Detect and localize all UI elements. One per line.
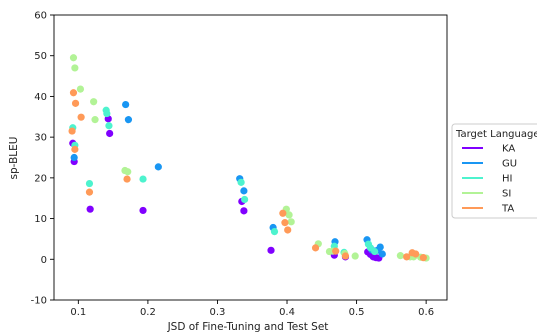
- point-ta-3: [77, 113, 85, 121]
- x-tick-label: 0.6: [418, 307, 434, 318]
- point-gu-11: [376, 243, 384, 251]
- point-ta-0: [68, 127, 76, 135]
- y-tick-label: 20: [34, 173, 47, 184]
- point-ka-2: [86, 205, 94, 213]
- legend-label-ta: TA: [501, 204, 514, 215]
- point-si-2: [76, 85, 85, 93]
- point-hi-6: [139, 175, 147, 183]
- x-tick-label: 0.2: [140, 307, 156, 318]
- point-si-6: [124, 168, 132, 176]
- y-tick-label: 40: [34, 92, 47, 103]
- point-si-4: [91, 116, 99, 124]
- point-si-0: [69, 54, 78, 62]
- point-ta-8: [281, 219, 289, 227]
- y-axis-label: sp-BLEU: [8, 137, 20, 180]
- point-si-1: [71, 64, 79, 72]
- x-tick-label: 0.3: [210, 307, 226, 318]
- point-hi-8: [240, 195, 249, 204]
- point-si-3: [90, 98, 98, 106]
- x-tick-label: 0.5: [349, 307, 365, 318]
- plot-area: [68, 54, 430, 262]
- point-si-8: [285, 211, 293, 219]
- point-ta-15: [412, 250, 420, 258]
- point-gu-3: [154, 163, 162, 171]
- y-tick-label: 0: [41, 255, 47, 266]
- point-ka-7: [240, 207, 248, 215]
- point-ka-4: [106, 129, 114, 138]
- legend-label-gu: GU: [502, 159, 517, 170]
- point-hi-14: [371, 247, 379, 256]
- point-ta-9: [284, 226, 292, 234]
- point-ta-7: [279, 209, 287, 217]
- point-gu-5: [240, 187, 248, 195]
- legend-label-hi: HI: [502, 174, 512, 185]
- legend-label-ka: KA: [502, 144, 515, 155]
- y-tick-label: -10: [31, 296, 47, 307]
- point-gu-0: [70, 153, 78, 162]
- point-ta-12: [341, 252, 350, 260]
- y-tick-label: 60: [34, 11, 47, 22]
- y-tick-label: 50: [34, 51, 47, 62]
- legend: Target Language KA GU HI SI TA: [451, 123, 537, 219]
- point-hi-4: [105, 122, 113, 130]
- point-si-15: [396, 252, 404, 260]
- point-ka-5: [139, 206, 147, 215]
- point-ta-5: [85, 188, 94, 196]
- point-si-14: [351, 252, 359, 260]
- point-hi-2: [85, 179, 94, 188]
- plot-frame: [53, 14, 448, 301]
- x-tick-label: 0.4: [279, 307, 295, 318]
- point-ta-16: [419, 254, 427, 262]
- point-hi-7: [237, 178, 245, 186]
- point-gu-12: [378, 250, 386, 258]
- point-gu-2: [124, 116, 133, 124]
- point-ta-1: [69, 89, 78, 97]
- point-hi-5: [103, 109, 111, 118]
- point-ta-2: [71, 99, 80, 107]
- point-ta-11: [332, 247, 340, 255]
- point-ka-8: [267, 246, 275, 254]
- y-tick-label: 30: [34, 133, 47, 144]
- point-hi-9: [270, 228, 279, 236]
- x-axis-label: JSD of Fine-Tuning and Test Set: [167, 321, 329, 333]
- point-ta-13: [403, 253, 411, 261]
- legend-title: Target Language: [455, 129, 537, 140]
- point-ta-6: [123, 175, 131, 183]
- axes: 0.1 0.2 0.3 0.4 0.5 0.6 -10 0 10 20 30 40 50 60: [31, 11, 448, 318]
- point-ta-10: [311, 244, 320, 252]
- y-tick-label: 10: [34, 214, 47, 225]
- point-ta-4: [71, 145, 79, 153]
- x-tick-label: 0.1: [70, 307, 86, 318]
- point-gu-1: [122, 100, 130, 109]
- legend-label-si: SI: [502, 189, 511, 200]
- point-si-9: [287, 218, 295, 226]
